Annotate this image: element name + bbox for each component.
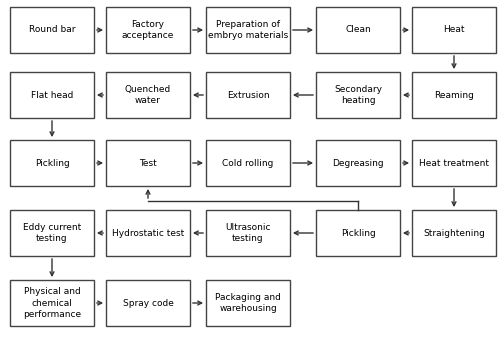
Text: Packaging and
warehousing: Packaging and warehousing xyxy=(215,293,281,313)
Bar xyxy=(106,72,190,118)
Bar xyxy=(106,280,190,326)
Bar xyxy=(206,210,290,256)
Bar xyxy=(412,210,496,256)
Text: Pickling: Pickling xyxy=(34,158,70,168)
Text: Factory
acceptance: Factory acceptance xyxy=(122,20,174,40)
Bar xyxy=(316,210,400,256)
Bar xyxy=(206,140,290,186)
Text: Ultrasonic
testing: Ultrasonic testing xyxy=(225,223,271,243)
Text: Degreasing: Degreasing xyxy=(332,158,384,168)
Text: Flat head: Flat head xyxy=(31,90,73,100)
Bar xyxy=(206,280,290,326)
Text: Physical and
chemical
performance: Physical and chemical performance xyxy=(23,287,81,319)
Text: Test: Test xyxy=(139,158,157,168)
Bar xyxy=(10,7,94,53)
Bar xyxy=(316,140,400,186)
Text: Extrusion: Extrusion xyxy=(226,90,270,100)
Bar xyxy=(206,72,290,118)
Text: Eddy current
testing: Eddy current testing xyxy=(23,223,81,243)
Text: Secondary
heating: Secondary heating xyxy=(334,85,382,105)
Text: Pickling: Pickling xyxy=(340,228,376,238)
Text: Hydrostatic test: Hydrostatic test xyxy=(112,228,184,238)
Bar xyxy=(10,72,94,118)
Text: Straightening: Straightening xyxy=(423,228,485,238)
Bar xyxy=(412,72,496,118)
Bar xyxy=(106,7,190,53)
Bar xyxy=(10,280,94,326)
Bar xyxy=(206,7,290,53)
Text: Round bar: Round bar xyxy=(29,26,75,34)
Text: Quenched
water: Quenched water xyxy=(125,85,171,105)
Bar xyxy=(316,72,400,118)
Bar xyxy=(106,140,190,186)
Text: Heat treatment: Heat treatment xyxy=(419,158,489,168)
Bar xyxy=(10,210,94,256)
Bar xyxy=(412,7,496,53)
Text: Heat: Heat xyxy=(444,26,465,34)
Text: Cold rolling: Cold rolling xyxy=(222,158,274,168)
Text: Clean: Clean xyxy=(345,26,371,34)
Text: Reaming: Reaming xyxy=(434,90,474,100)
Bar xyxy=(106,210,190,256)
Text: Spray code: Spray code xyxy=(122,299,174,307)
Text: Preparation of
embryo materials: Preparation of embryo materials xyxy=(208,20,288,40)
Bar xyxy=(10,140,94,186)
Bar xyxy=(316,7,400,53)
Bar xyxy=(412,140,496,186)
